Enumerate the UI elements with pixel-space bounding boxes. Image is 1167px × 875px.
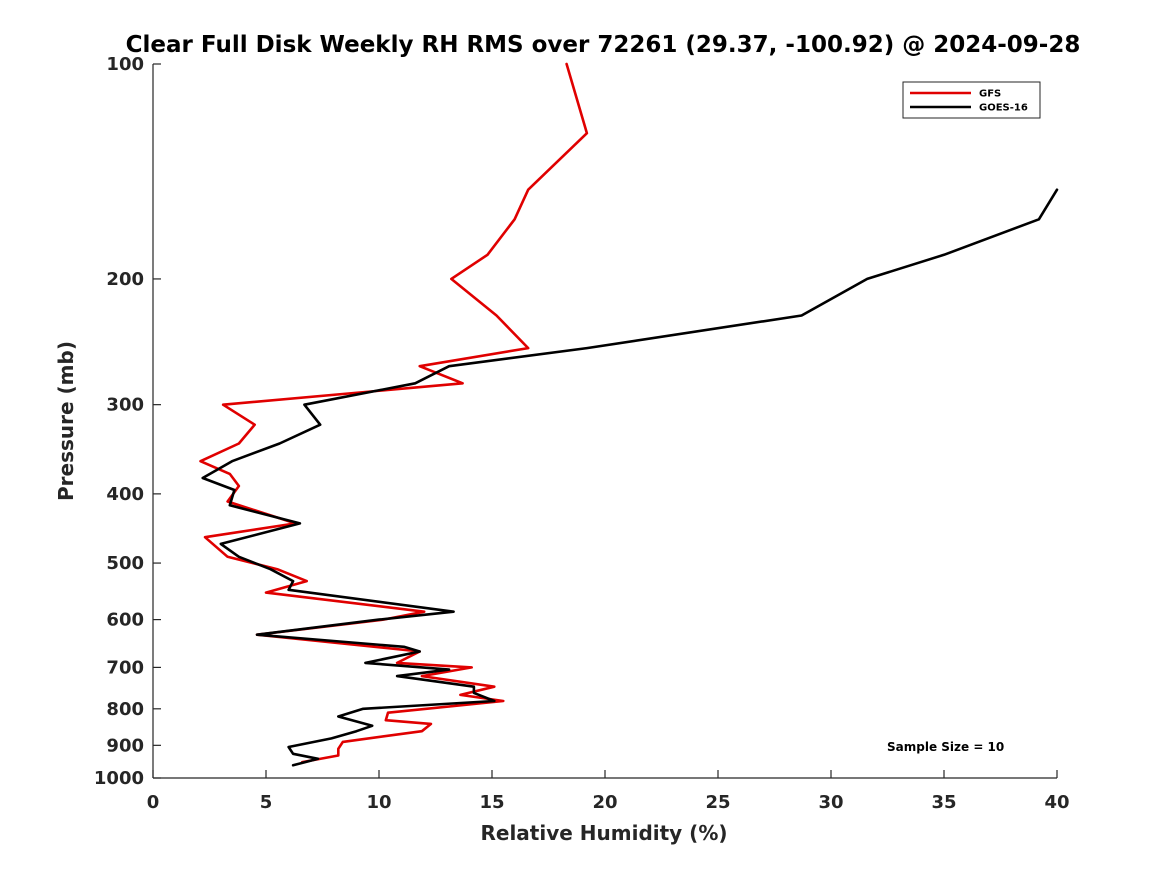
legend-label: GFS <box>979 89 1001 100</box>
x-tick-label: 5 <box>260 792 273 813</box>
plot-area <box>153 64 1057 778</box>
x-tick-label: 30 <box>818 792 843 813</box>
y-ticks: 100 200 300 400 500 600 700 800 900 1000 <box>94 54 161 789</box>
sample-size-annotation: Sample Size = 10 <box>887 740 1004 754</box>
y-tick-label: 400 <box>106 484 144 505</box>
chart-title: Clear Full Disk Weekly RH RMS over 72261… <box>126 32 1081 58</box>
legend-box <box>902 81 1041 119</box>
y-tick-label: 600 <box>106 610 144 631</box>
series-line-gfs <box>199 62 589 764</box>
y-axis-label: Pressure (mb) <box>54 341 78 501</box>
series-line-goes-16 <box>201 188 1059 767</box>
y-tick-label: 1000 <box>94 768 144 789</box>
x-tick-label: 10 <box>366 792 391 813</box>
y-tick-label: 100 <box>106 54 144 75</box>
y-tick-label: 900 <box>106 735 144 756</box>
x-tick-label: 0 <box>147 792 160 813</box>
x-tick-label: 15 <box>479 792 504 813</box>
x-tick-label: 40 <box>1044 792 1069 813</box>
y-tick-label: 800 <box>106 699 144 720</box>
x-ticks: 0 5 10 15 20 25 30 35 40 <box>147 770 1070 813</box>
legend-label: GOES-16 <box>979 103 1028 114</box>
x-tick-label: 25 <box>705 792 730 813</box>
y-tick-label: 200 <box>106 269 144 290</box>
x-tick-label: 35 <box>931 792 956 813</box>
x-tick-label: 20 <box>592 792 617 813</box>
legend: GFS GOES-16 <box>902 81 1041 119</box>
x-axis-label: Relative Humidity (%) <box>480 821 727 845</box>
y-tick-label: 500 <box>106 553 144 574</box>
series-layer <box>199 62 1059 767</box>
y-tick-label: 300 <box>106 395 144 416</box>
y-tick-label: 700 <box>106 657 144 678</box>
